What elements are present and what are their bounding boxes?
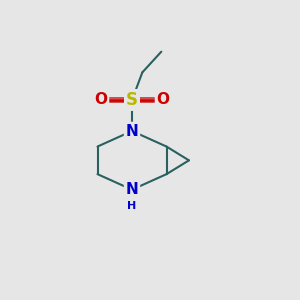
Text: N: N xyxy=(126,124,138,139)
Text: O: O xyxy=(157,92,169,107)
Text: N: N xyxy=(126,182,138,197)
Text: S: S xyxy=(126,91,138,109)
Text: H: H xyxy=(128,201,136,211)
Text: O: O xyxy=(94,92,107,107)
